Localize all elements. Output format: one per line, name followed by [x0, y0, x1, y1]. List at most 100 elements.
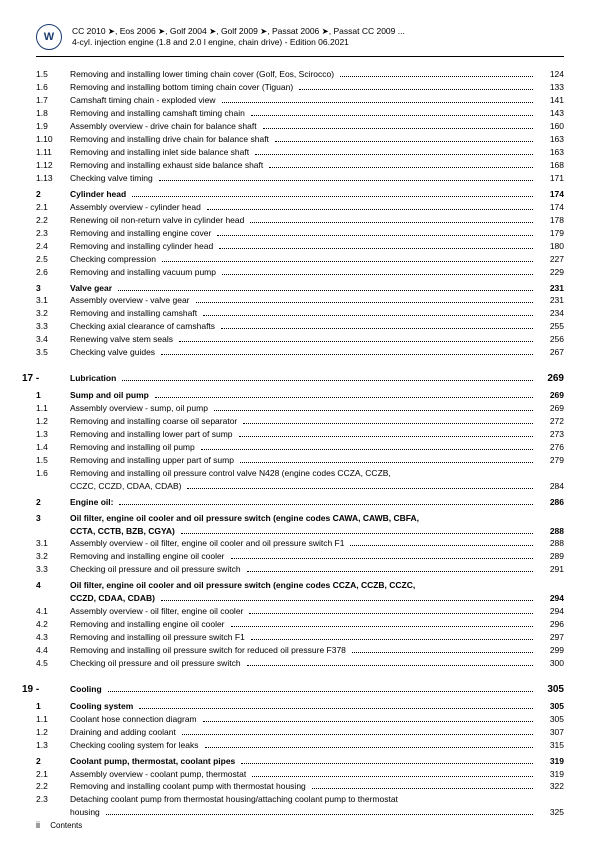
- toc-entry: 1.5Removing and installing lower timing …: [36, 69, 564, 80]
- toc-number: 1.8: [36, 108, 70, 119]
- toc-leader: [219, 248, 533, 249]
- toc-entry: 2.6Removing and installing vacuum pump 22…: [36, 267, 564, 278]
- toc-title: Removing and installing engine cover: [70, 228, 214, 239]
- toc-number: 2.1: [36, 769, 70, 780]
- toc-number: 3.4: [36, 334, 70, 345]
- toc-page: 299: [536, 645, 564, 656]
- toc-page: 229: [536, 267, 564, 278]
- toc-number: 1.5: [36, 455, 70, 466]
- toc-number: 2.4: [36, 241, 70, 252]
- toc-number: 1.7: [36, 95, 70, 106]
- toc-leader: [240, 462, 533, 463]
- toc-entry: 4.4Removing and installing oil pressure …: [36, 645, 564, 656]
- toc-title: Removing and installing bottom timing ch…: [70, 82, 296, 93]
- toc-leader: [263, 128, 533, 129]
- toc-title-cont: CCZC, CCZD, CDAA, CDAB): [70, 481, 184, 492]
- toc-entry: 2.5Checking compression227: [36, 254, 564, 265]
- toc-page: 163: [536, 147, 564, 158]
- header-text: CC 2010 ➤, Eos 2006 ➤, Golf 2004 ➤, Golf…: [72, 24, 405, 48]
- toc-leader: [203, 721, 533, 722]
- toc-number: 4.2: [36, 619, 70, 630]
- toc-page: 286: [536, 497, 564, 508]
- toc-leader: [350, 545, 533, 546]
- toc-leader: [251, 639, 533, 640]
- toc-page: 234: [536, 308, 564, 319]
- toc-entry: 3.3Checking oil pressure and oil pressur…: [36, 564, 564, 575]
- toc-title: Cylinder head: [70, 189, 129, 200]
- toc-title: Engine oil:: [70, 497, 116, 508]
- toc-leader: [108, 691, 533, 692]
- toc-entry: 1.2Draining and adding coolant307: [36, 727, 564, 738]
- toc-number: 4.3: [36, 632, 70, 643]
- toc-leader: [222, 274, 533, 275]
- toc-title: Valve gear: [70, 283, 115, 294]
- toc-leader: [221, 328, 533, 329]
- toc-page: 289: [536, 551, 564, 562]
- toc-page: 231: [536, 295, 564, 306]
- toc-leader: [155, 397, 533, 398]
- toc-entry: 1.3Checking cooling system for leaks315: [36, 740, 564, 751]
- toc-entry: 1.12Removing and installing exhaust side…: [36, 160, 564, 171]
- toc-title: Coolant pump, thermostat, coolant pipes: [70, 756, 238, 767]
- toc-page: 297: [536, 632, 564, 643]
- vw-logo: W: [36, 24, 62, 50]
- toc-entry: 3.2Removing and installing camshaft234: [36, 308, 564, 319]
- toc-leader: [217, 235, 533, 236]
- toc-title: Renewing valve stem seals: [70, 334, 176, 345]
- toc-title: Removing and installing vacuum pump: [70, 267, 219, 278]
- toc-number: 1.2: [36, 416, 70, 427]
- toc-page: 160: [536, 121, 564, 132]
- toc-leader: [161, 354, 533, 355]
- toc-title: Checking oil pressure and oil pressure s…: [70, 564, 244, 575]
- toc-entry: 3.4Renewing valve stem seals256: [36, 334, 564, 345]
- toc-page: 180: [536, 241, 564, 252]
- toc-leader: [122, 380, 533, 381]
- toc-page: 267: [536, 347, 564, 358]
- toc-leader: [203, 315, 533, 316]
- toc-title-cont: housing: [70, 807, 103, 818]
- toc-page: 255: [536, 321, 564, 332]
- toc-page: 272: [536, 416, 564, 427]
- toc-title: Coolant hose connection diagram: [70, 714, 200, 725]
- toc-leader: [312, 788, 533, 789]
- toc-title: Removing and installing oil pressure swi…: [70, 645, 349, 656]
- document-header: W CC 2010 ➤, Eos 2006 ➤, Golf 2004 ➤, Go…: [36, 24, 564, 57]
- toc-title: Removing and installing camshaft: [70, 308, 200, 319]
- toc-number: 1.12: [36, 160, 70, 171]
- toc-page: 276: [536, 442, 564, 453]
- toc-title: Renewing oil non-return valve in cylinde…: [70, 215, 247, 226]
- toc-page: 305: [536, 714, 564, 725]
- toc-page: 141: [536, 95, 564, 106]
- toc-entry: 1.10Removing and installing drive chain …: [36, 134, 564, 145]
- toc-leader: [196, 302, 533, 303]
- table-of-contents: 1.5 Removing and installing lower timing …: [36, 69, 564, 819]
- toc-number: 2.6: [36, 267, 70, 278]
- toc-entry: 1.6Removing and installing bottom timing…: [36, 82, 564, 93]
- toc-page: 294: [536, 606, 564, 617]
- header-line-1: CC 2010 ➤, Eos 2006 ➤, Golf 2004 ➤, Golf…: [72, 26, 405, 37]
- toc-number: 1: [36, 390, 70, 401]
- toc-entry: 1.1Coolant hose connection diagram305: [36, 714, 564, 725]
- toc-number: 2: [36, 189, 70, 200]
- toc-number: 2.1: [36, 202, 70, 213]
- toc-number: 1.13: [36, 173, 70, 184]
- toc-title: Removing and installing cylinder head: [70, 241, 216, 252]
- toc-title: Checking compression: [70, 254, 159, 265]
- toc-entry: 2.1Assembly overview - cylinder head174: [36, 202, 564, 213]
- toc-page: 273: [536, 429, 564, 440]
- toc-entry: 3.1Assembly overview - oil filter, engin…: [36, 538, 564, 549]
- toc-title: Removing and installing oil pressure swi…: [70, 632, 248, 643]
- toc-number: 2.5: [36, 254, 70, 265]
- toc-page: 296: [536, 619, 564, 630]
- toc-page: 143: [536, 108, 564, 119]
- toc-title: Removing and installing lower timing cha…: [70, 69, 337, 80]
- toc-page: 171: [536, 173, 564, 184]
- toc-leader: [179, 341, 533, 342]
- toc-title: Removing and installing coarse oil separ…: [70, 416, 240, 427]
- toc-title: Removing and installing exhaust side bal…: [70, 160, 266, 171]
- toc-entry-cont: CCZC, CCZD, CDAA, CDAB)284: [36, 481, 564, 492]
- toc-entry: 2.3Detaching coolant pump from thermosta…: [36, 794, 564, 805]
- toc-page: 163: [536, 134, 564, 145]
- toc-title-cont: CCZD, CDAA, CDAB): [70, 593, 158, 604]
- toc-entry: 4.5Checking oil pressure and oil pressur…: [36, 658, 564, 669]
